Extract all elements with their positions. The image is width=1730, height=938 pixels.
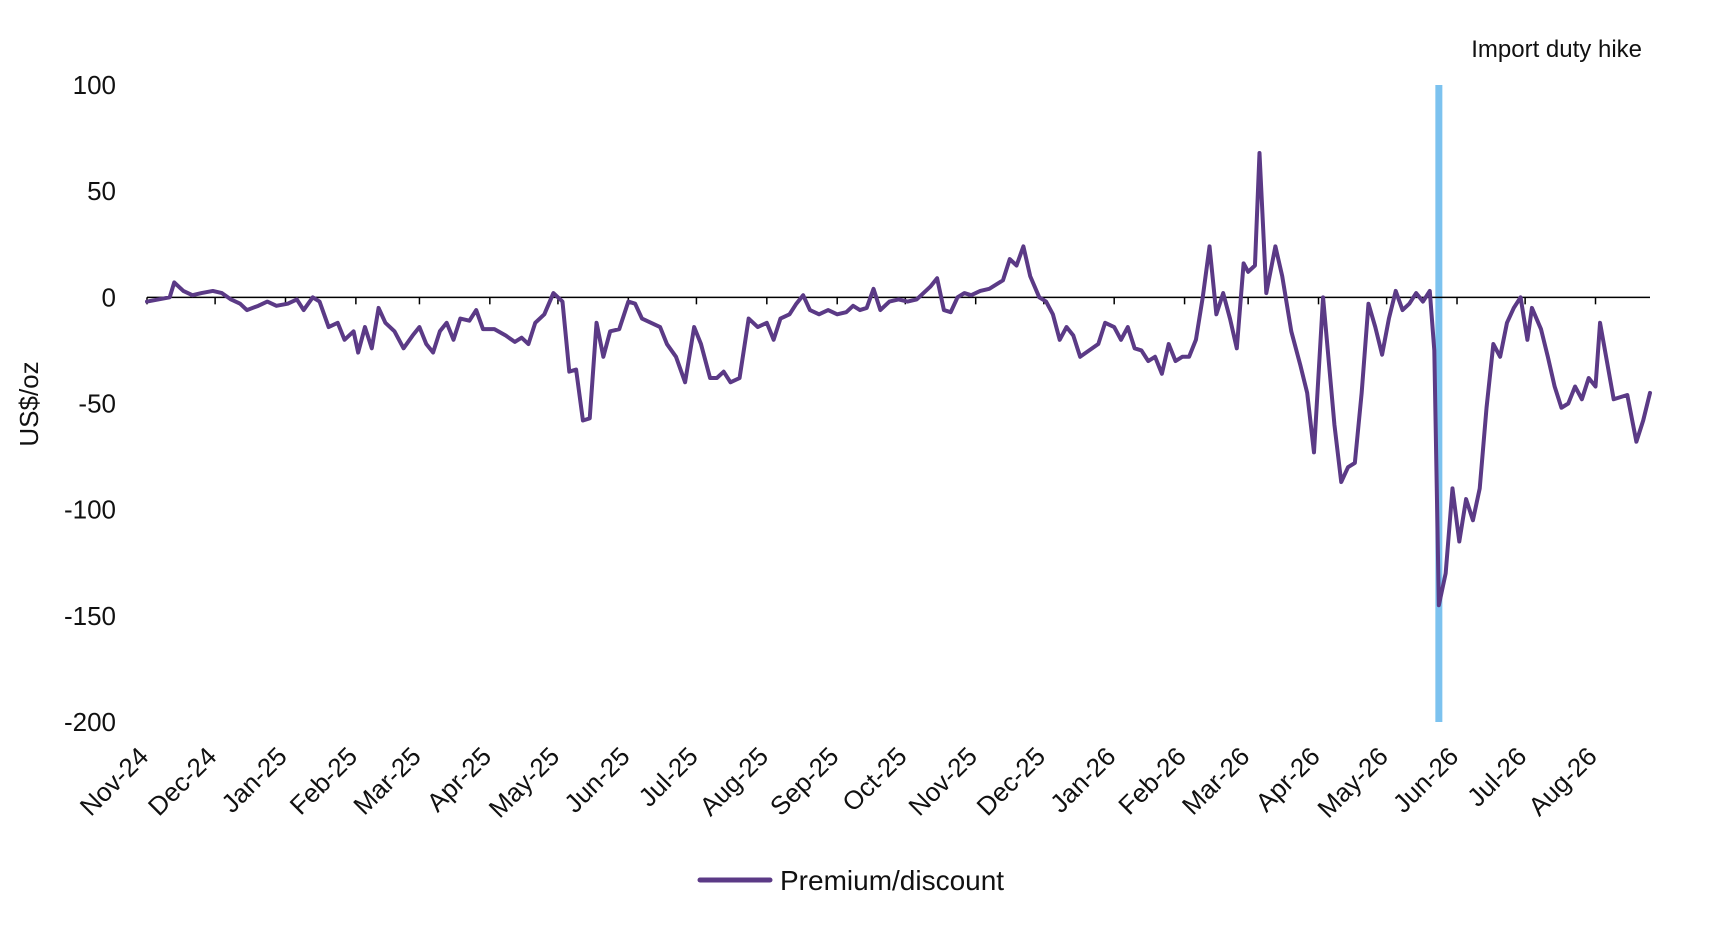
- x-tick-label: Jan-26: [1044, 741, 1121, 818]
- legend: Premium/discount: [697, 865, 1004, 896]
- x-tick-label: Jun-26: [1387, 741, 1464, 818]
- y-tick-label: -150: [64, 601, 116, 631]
- x-tick-label: Feb-26: [1112, 741, 1191, 820]
- x-tick-label: Nov-25: [902, 741, 982, 821]
- x-tick-label: Jun-25: [558, 741, 635, 818]
- x-tick-label: Aug-25: [694, 741, 774, 821]
- y-tick-label: 100: [73, 70, 116, 100]
- x-tick-label: Feb-25: [284, 741, 363, 820]
- import-duty-label: Import duty hike: [1471, 36, 1642, 63]
- y-tick-label: -100: [64, 495, 116, 525]
- x-tick-label: Dec-25: [971, 741, 1051, 821]
- x-tick-label: Dec-24: [142, 741, 222, 821]
- y-tick-label: -50: [78, 389, 116, 419]
- y-tick-label: 50: [87, 176, 116, 206]
- y-axis-title: US$/oz: [14, 361, 44, 446]
- x-tick-label: May-26: [1311, 741, 1394, 824]
- premium-discount-line: [145, 150, 1652, 608]
- x-tick-label: Mar-25: [347, 741, 426, 820]
- x-tick-label: Jul-26: [1461, 741, 1532, 812]
- x-tick-label: Mar-26: [1176, 741, 1255, 820]
- x-tick-label: Nov-24: [74, 741, 154, 821]
- premium-discount-points: [147, 153, 1650, 605]
- x-tick-label: Sep-25: [764, 741, 844, 821]
- x-tick-label: Jul-25: [632, 741, 703, 812]
- annotation-layer: Import duty hike: [1435, 36, 1642, 722]
- y-tick-label: -200: [64, 707, 116, 737]
- series-layer: [145, 150, 1652, 608]
- x-tick-label: May-25: [483, 741, 566, 824]
- y-axis-ticks: 100 50 0 -50 -100 -150 -200: [64, 70, 116, 737]
- x-axis-ticks: Nov-24Dec-24Jan-25Feb-25Mar-25Apr-25May-…: [74, 297, 1603, 824]
- x-tick-label: Jan-25: [215, 741, 292, 818]
- legend-label: Premium/discount: [780, 865, 1004, 896]
- x-tick-label: Oct-25: [836, 741, 912, 817]
- axes-layer: Nov-24Dec-24Jan-25Feb-25Mar-25Apr-25May-…: [14, 70, 1650, 824]
- y-tick-label: 0: [102, 282, 116, 312]
- x-tick-label: Aug-26: [1522, 741, 1602, 821]
